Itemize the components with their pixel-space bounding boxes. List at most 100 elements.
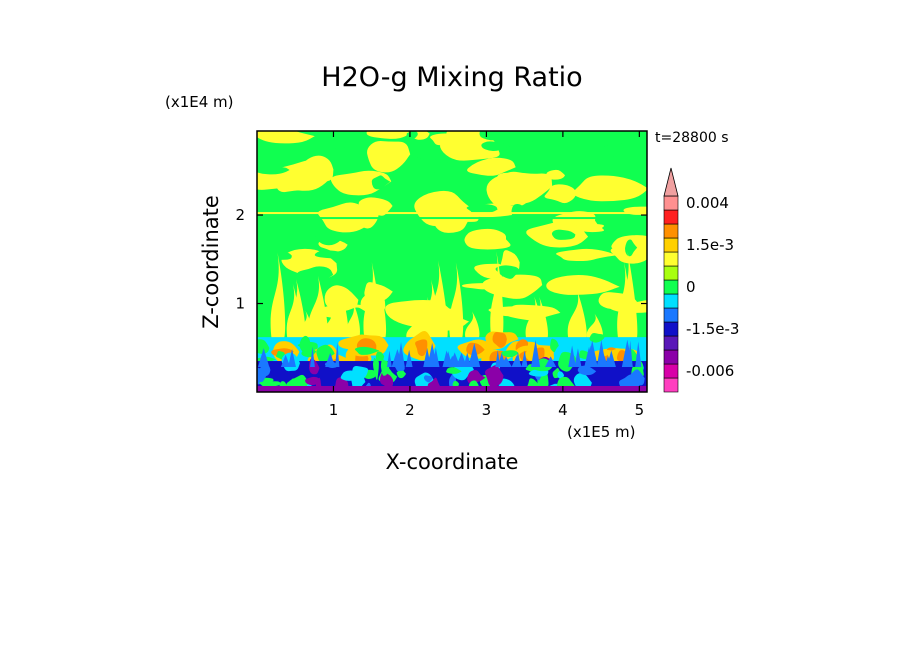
low-patch bbox=[379, 371, 393, 389]
y-axis-label: Z-coordinate bbox=[199, 195, 223, 329]
mid-green-patch bbox=[550, 338, 559, 353]
convective-core bbox=[415, 339, 428, 357]
low-patch bbox=[452, 380, 459, 388]
dry-spike bbox=[427, 342, 437, 368]
colorbar-extend-arrow bbox=[663, 167, 679, 197]
plume bbox=[270, 252, 286, 342]
upper-moist-patch bbox=[474, 263, 503, 279]
plume bbox=[449, 262, 464, 342]
dry-spike bbox=[468, 343, 481, 368]
plume bbox=[567, 290, 587, 342]
colorbar-label: 1.5e-3 bbox=[686, 236, 734, 254]
y-tick-label: 2 bbox=[235, 206, 245, 224]
upper-dry-patch bbox=[314, 250, 346, 259]
upper-dry-patch bbox=[495, 265, 521, 279]
colorbar-swatch bbox=[663, 209, 679, 225]
upper-moist-patch bbox=[358, 197, 393, 216]
low-patch bbox=[446, 367, 462, 374]
dry-spike bbox=[514, 351, 522, 368]
dry-spike bbox=[635, 341, 642, 368]
x-tick-label: 3 bbox=[482, 401, 492, 419]
colorbar-swatch bbox=[663, 335, 679, 351]
dry-spike bbox=[584, 346, 594, 368]
colorbar-swatch bbox=[663, 293, 679, 309]
upper-dry-patch bbox=[257, 166, 290, 175]
plume bbox=[346, 301, 361, 342]
low-patch bbox=[485, 365, 504, 387]
strat-line bbox=[257, 217, 647, 220]
convective-core bbox=[492, 332, 507, 348]
plot-field bbox=[257, 131, 647, 392]
low-patch bbox=[257, 367, 267, 385]
low-patch bbox=[557, 371, 565, 380]
plume bbox=[308, 275, 329, 342]
upper-dry-patch bbox=[322, 137, 336, 152]
upper-dry-patch bbox=[371, 175, 391, 190]
dry-spike bbox=[280, 354, 291, 368]
dry-spike bbox=[405, 349, 413, 368]
field-layer bbox=[257, 131, 647, 392]
low-patch bbox=[372, 357, 379, 380]
x-axis-label: X-coordinate bbox=[386, 450, 519, 474]
upper-moist-patch bbox=[546, 275, 620, 295]
plume bbox=[331, 286, 349, 342]
upper-dry-patch bbox=[259, 251, 292, 260]
upper-dry-patch bbox=[551, 229, 576, 240]
colorbar-swatch bbox=[663, 349, 679, 365]
plume bbox=[371, 283, 387, 342]
upper-moist-patch bbox=[257, 171, 304, 190]
colorbar-label: -1.5e-3 bbox=[686, 320, 739, 338]
x-tick-label: 1 bbox=[329, 401, 339, 419]
y-scale-label: (x1E4 m) bbox=[165, 93, 234, 111]
upper-dry-patch bbox=[625, 239, 638, 257]
dry-spike bbox=[500, 356, 512, 368]
upper-moist-patch bbox=[573, 175, 647, 202]
colorbar-swatch bbox=[663, 251, 679, 267]
upper-dry-patch bbox=[596, 145, 616, 159]
plume bbox=[490, 251, 504, 342]
low-patch bbox=[396, 368, 407, 379]
dry-spike bbox=[530, 339, 541, 368]
x-scale-label: (x1E5 m) bbox=[567, 423, 636, 441]
colorbar-label: 0.004 bbox=[686, 194, 729, 212]
mid-green-patch bbox=[316, 344, 335, 363]
dry-spike bbox=[456, 352, 468, 368]
upper-dry-patch bbox=[432, 161, 455, 177]
colorbar: -0.006 -1.5e-3 0 1.5e-3 0.004 bbox=[663, 167, 739, 393]
upper-moist-patch bbox=[467, 157, 516, 176]
upper-dry-patch bbox=[414, 142, 440, 161]
time-label: t=28800 s bbox=[655, 130, 729, 146]
colorbar-label: -0.006 bbox=[686, 362, 734, 380]
upper-moist-patch bbox=[544, 184, 577, 204]
colorbar-swatch bbox=[663, 307, 679, 323]
dry-spike bbox=[257, 348, 270, 368]
colorbar-swatch bbox=[663, 377, 679, 393]
x-tick-label: 2 bbox=[405, 401, 415, 419]
low-patch bbox=[340, 370, 363, 381]
strat-line bbox=[257, 212, 647, 215]
dry-spike bbox=[310, 346, 315, 368]
dry-spike bbox=[574, 348, 582, 368]
upper-dry-patch bbox=[283, 192, 315, 207]
upper-moist-patch bbox=[556, 248, 617, 262]
plume bbox=[525, 296, 544, 342]
upper-dry-patch bbox=[529, 131, 542, 143]
x-tick-label: 5 bbox=[635, 401, 645, 419]
upper-dry-patch bbox=[296, 266, 334, 284]
upper-dry-patch bbox=[481, 141, 511, 152]
upper-dry-patch bbox=[314, 231, 343, 246]
plume bbox=[465, 311, 480, 342]
y-tick-label: 1 bbox=[235, 295, 245, 313]
ground-strip bbox=[257, 386, 647, 392]
low-patch bbox=[528, 369, 549, 377]
dry-spike bbox=[391, 349, 404, 368]
upper-moist-patch bbox=[366, 131, 410, 139]
upper-dry-patch bbox=[466, 204, 498, 214]
dry-spike bbox=[606, 350, 616, 368]
low-patch bbox=[577, 365, 597, 376]
upper-moist-patch bbox=[546, 169, 565, 180]
dry-spike bbox=[335, 341, 340, 368]
colorbar-swatch bbox=[663, 279, 679, 295]
upper-moist-patch bbox=[430, 133, 468, 146]
